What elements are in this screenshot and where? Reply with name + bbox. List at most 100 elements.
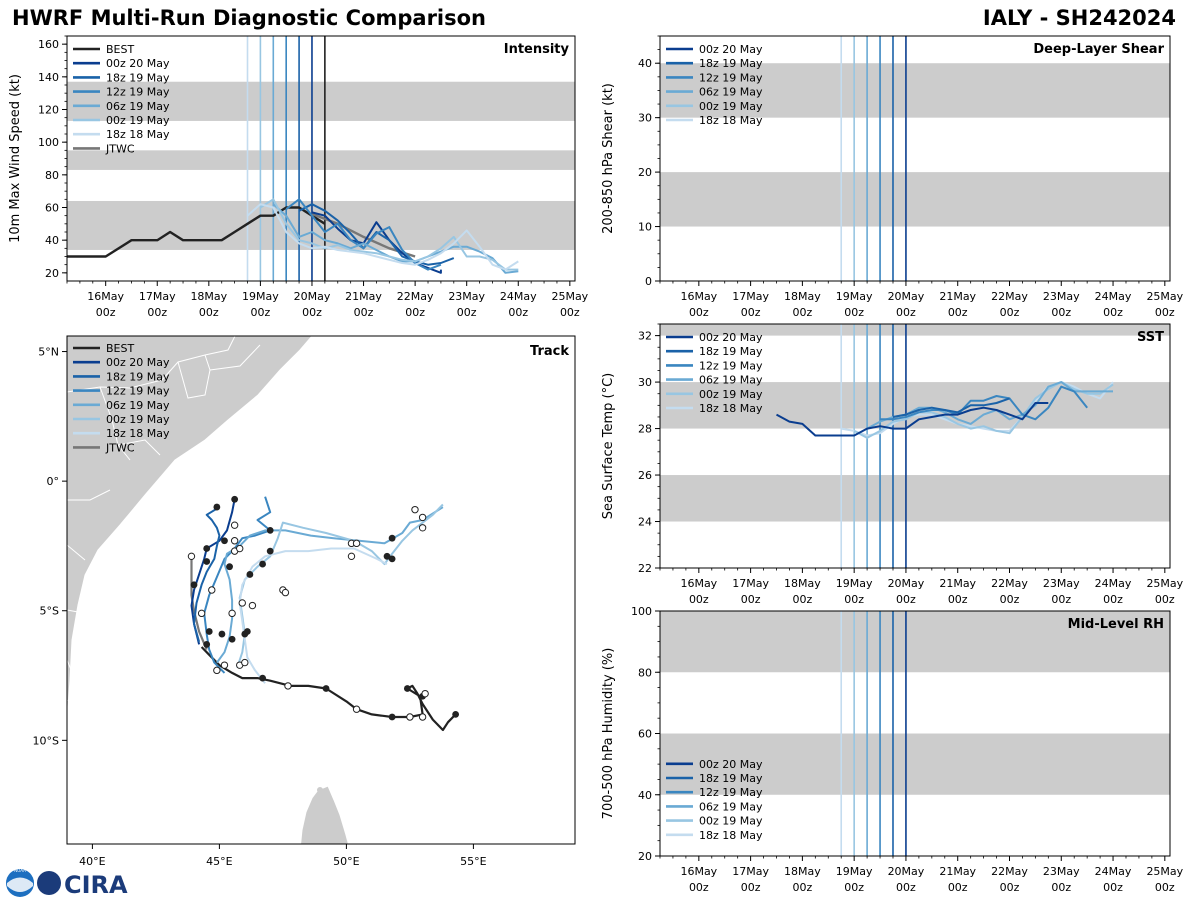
track-best: [200, 646, 457, 732]
sst-xtick-label-hour: 00z: [1051, 593, 1071, 606]
track-marker-filled: [452, 711, 460, 718]
track-marker-filled: [388, 534, 396, 542]
sst-category-band: [660, 475, 1170, 522]
sst-frame: [659, 323, 1171, 569]
sst-xtick-label-hour: 00z: [1155, 593, 1175, 606]
sst-xtick-label-day: 17May: [732, 577, 769, 590]
rh-ytick-label: 40: [638, 789, 652, 802]
intensity-legend-label: 00z 19 May: [106, 114, 170, 127]
rh-xtick-label-day: 17May: [732, 865, 769, 878]
intensity-panel: 20 40 60 80 100 120 140 160 16May 00z 17May 00z 18Ma…: [8, 35, 589, 319]
intensity-legend-label: JTWC: [105, 142, 135, 155]
shear-panel-title: Deep-Layer Shear: [1033, 42, 1164, 57]
shear-legend-label: 00z 20 May: [699, 43, 763, 56]
rh-panel: 20 40 60 80 100 16May 00z 17May 00z 18May 00z 19May…: [601, 605, 1184, 894]
rh-xtick-label-hour: 00z: [896, 881, 916, 894]
track-marker-filled: [228, 635, 236, 643]
intensity-xtick-label-day: 24May: [500, 290, 537, 303]
rh-legend-label: 18z 18 May: [699, 829, 763, 842]
intensity-legend-label: BEST: [106, 43, 134, 56]
sst-series-00z-19-may: [853, 381, 1114, 439]
sst-xtick-label-hour: 00z: [896, 593, 916, 606]
track-marker-open: [281, 588, 290, 597]
track-marker-open: [418, 713, 427, 721]
intensity-xtick-label-hour: 00z: [457, 306, 477, 319]
rh-xtick-label-hour: 00z: [1155, 881, 1175, 894]
track-marker-open: [236, 544, 244, 553]
shear-legend-label: 06z 19 May: [699, 86, 763, 99]
intensity-xtick-label-hour: 00z: [560, 306, 580, 319]
rh-legend-label: 18z 19 May: [699, 772, 763, 785]
track-marker-filled: [221, 537, 228, 545]
intensity-xtick-label-hour: 00z: [302, 306, 322, 319]
track-marker-filled: [403, 685, 411, 692]
sst-legend-label: 00z 19 May: [699, 388, 763, 401]
rh-xtick-label-hour: 00z: [689, 881, 709, 894]
track-marker-filled: [213, 503, 221, 511]
shear-xtick-label-hour: 00z: [792, 306, 812, 319]
sst-xtick-label-hour: 00z: [792, 593, 812, 606]
rh-category-band: [660, 733, 1170, 795]
track-legend-label: 18z 19 May: [106, 370, 170, 383]
track-frame: [66, 335, 576, 845]
intensity-ytick-label: 120: [38, 104, 59, 117]
shear-xtick-label-day: 18May: [784, 290, 821, 303]
intensity-ytick-label: 100: [38, 136, 59, 149]
sst-panel: 22 24 26 28 30 32 16May 00z 17May 00z 18May 00z 19Ma…: [601, 323, 1184, 606]
sst-series-18z-19-may: [892, 397, 1010, 418]
intensity-legend-label: 12z 19 May: [106, 86, 170, 99]
comoros-island: [317, 787, 323, 793]
track-axes: 40°E 45°E 50°E 55°E5°N0°5°S10°STrackBEST00z…: [33, 342, 570, 868]
track-legend-label: 06z 19 May: [106, 399, 170, 412]
track-marker-open: [347, 552, 356, 561]
shear-xtick-label-day: 17May: [732, 290, 769, 303]
intensity-xtick-label-day: 20May: [294, 290, 331, 303]
sst-xtick-label-day: 21May: [939, 577, 976, 590]
sst-xtick-label-hour: 00z: [1000, 593, 1020, 606]
sst-plot-area: [660, 324, 1170, 568]
shear-xtick-label-hour: 00z: [689, 306, 709, 319]
shear-xtick-label-day: 22May: [991, 290, 1028, 303]
intensity-legend-label: 18z 19 May: [106, 71, 170, 84]
sst-xtick-label-day: 22May: [991, 577, 1028, 590]
shear-xtick-label-day: 23May: [1043, 290, 1080, 303]
intensity-xtick-label-day: 22May: [397, 290, 434, 303]
track-marker-open: [213, 666, 221, 675]
rh-xtick-label-hour: 00z: [741, 881, 761, 894]
shear-xtick-label-day: 21May: [939, 290, 976, 303]
rh-legend-label: 12z 19 May: [699, 786, 763, 799]
rh-legend-label: 00z 20 May: [699, 758, 763, 771]
track-legend-label: 18z 18 May: [106, 427, 170, 440]
africa-landmass: [67, 336, 313, 721]
sst-series-12z-19-may: [880, 385, 1088, 421]
track-legend-label: 00z 19 May: [106, 413, 170, 426]
intensity-panel-title: Intensity: [504, 42, 570, 57]
intensity-legend-label: 00z 20 May: [106, 57, 170, 70]
intensity-xtick-label-hour: 00z: [405, 306, 425, 319]
shear-legend-label: 18z 18 May: [699, 114, 763, 127]
track-marker-open: [421, 689, 429, 698]
track-marker-filled: [203, 558, 211, 565]
rh-xtick-label-day: 20May: [888, 865, 925, 878]
track-xtick-label: 55°E: [460, 855, 486, 868]
sst-legend-label: 18z 19 May: [699, 345, 763, 358]
track-legend-label: BEST: [106, 342, 134, 355]
rh-ytick-label: 80: [638, 666, 652, 679]
intensity-xtick-label-day: 19May: [242, 290, 279, 303]
sst-ytick-label: 32: [638, 330, 652, 343]
track-marker-open: [418, 524, 427, 532]
track-18z-19-may: [193, 506, 221, 643]
intensity-legend-label: 18z 18 May: [106, 128, 170, 141]
intensity-xtick-label-day: 18May: [190, 290, 227, 303]
rh-xtick-label-hour: 00z: [844, 881, 864, 894]
sst-xtick-label-hour: 00z: [948, 593, 968, 606]
sst-ytick-label: 30: [638, 376, 652, 389]
shear-category-band: [660, 172, 1170, 227]
track-marker-filled: [203, 545, 211, 552]
intensity-ytick-label: 60: [45, 202, 59, 215]
track-panel-title: Track: [530, 344, 569, 359]
sst-ytick-label: 26: [638, 469, 652, 482]
intensity-xtick-label-day: 21May: [345, 290, 382, 303]
shear-plot-area: [660, 36, 1170, 281]
shear-xtick-label-day: 16May: [680, 290, 717, 303]
